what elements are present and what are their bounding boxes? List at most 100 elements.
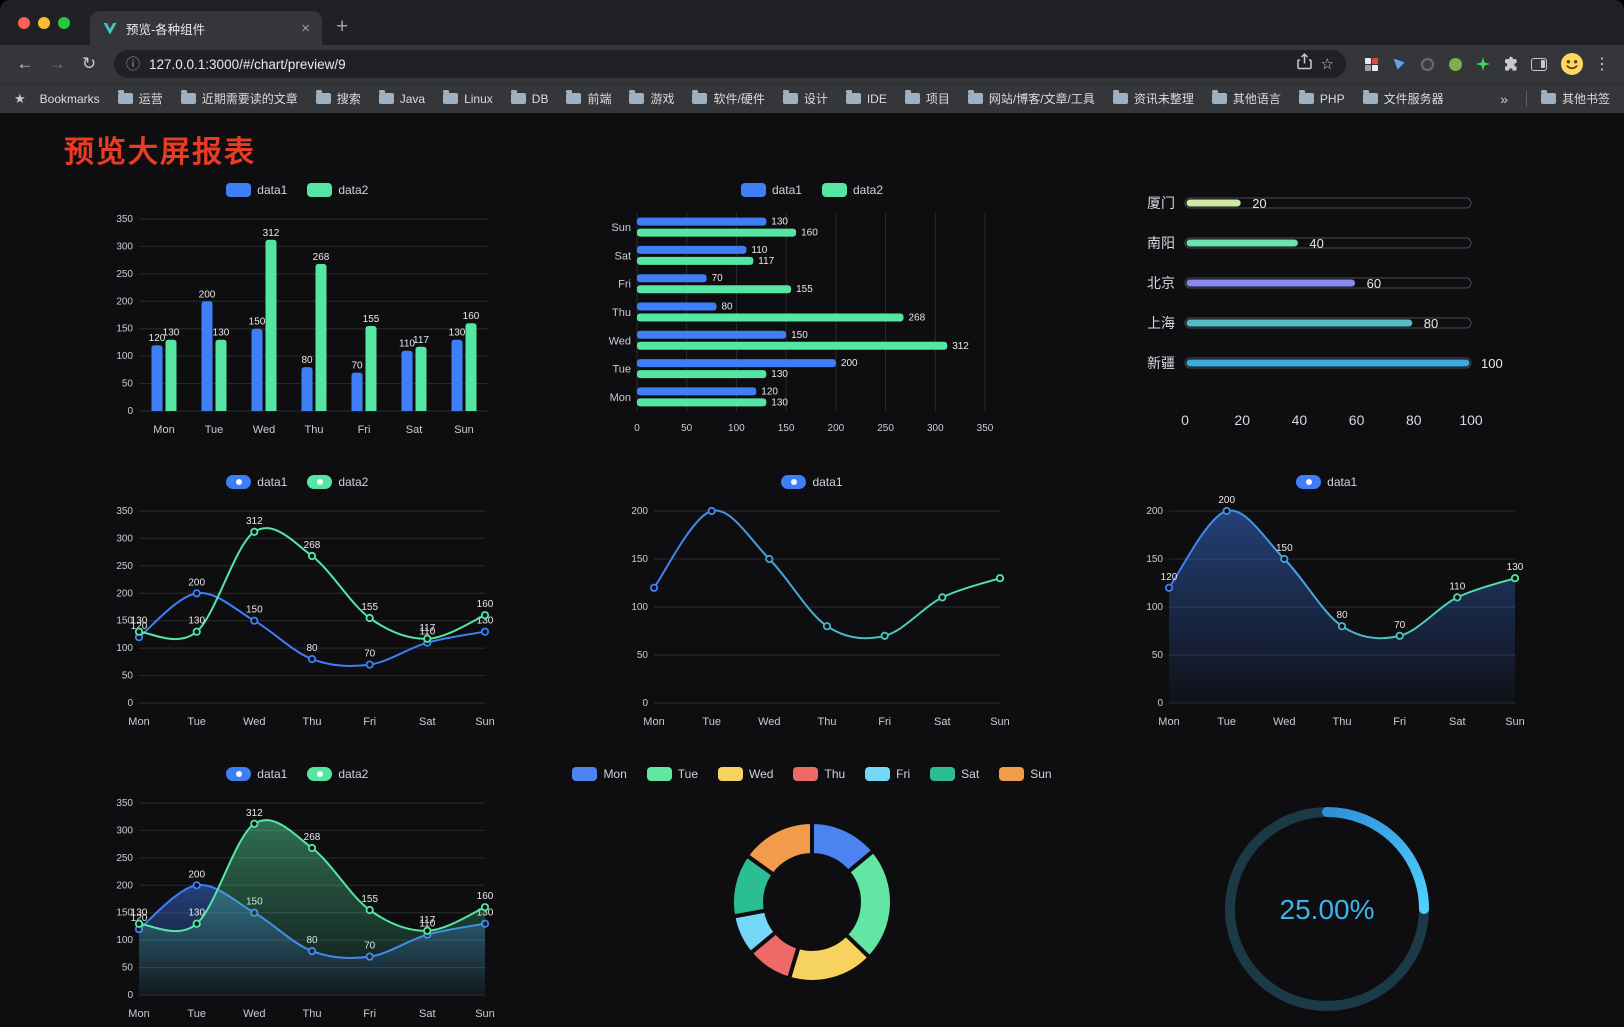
- bookmark-folder[interactable]: 前端: [566, 90, 611, 107]
- svg-text:200: 200: [117, 588, 134, 599]
- svg-text:Tue: Tue: [1217, 716, 1236, 728]
- bookmark-folder[interactable]: DB: [510, 90, 548, 106]
- svg-text:Mon: Mon: [129, 1008, 150, 1020]
- bookmark-folder[interactable]: 近期需要读的文章: [180, 90, 298, 107]
- legend-item[interactable]: Sat: [930, 767, 979, 781]
- legend-item[interactable]: Mon: [572, 767, 627, 781]
- legend-item[interactable]: data2: [821, 183, 883, 197]
- window-zoom-button[interactable]: [58, 16, 70, 29]
- svg-text:0: 0: [128, 990, 134, 1001]
- charts-grid: data1 data2 0 50 100 150 200 250 300 350 Mon 120 130…: [0, 177, 1624, 1027]
- bookmark-folder-label: PHP: [1319, 91, 1345, 106]
- svg-text:70: 70: [352, 361, 364, 372]
- chart-legend: data1: [1296, 473, 1357, 491]
- bookmark-folder[interactable]: 资讯未整理: [1112, 90, 1194, 107]
- svg-text:155: 155: [363, 314, 380, 325]
- svg-text:200: 200: [199, 289, 216, 300]
- extension-ring-icon[interactable]: [1418, 55, 1436, 73]
- svg-text:160: 160: [463, 311, 480, 322]
- extensions-puzzle-icon[interactable]: [1502, 55, 1520, 73]
- bookmark-folder[interactable]: Java: [378, 90, 426, 106]
- bookmark-star-icon[interactable]: ☆: [1320, 56, 1334, 73]
- profile-avatar[interactable]: [1560, 52, 1584, 76]
- bookmark-folder[interactable]: 运营: [117, 90, 163, 107]
- svg-text:Mon: Mon: [610, 392, 631, 404]
- bookmark-folder[interactable]: 设计: [782, 90, 828, 107]
- bookmarks-label[interactable]: Bookmarks: [39, 91, 100, 106]
- bookmark-folder[interactable]: 搜索: [315, 90, 361, 107]
- forward-button[interactable]: →: [48, 54, 66, 73]
- svg-text:300: 300: [117, 241, 134, 252]
- legend-item[interactable]: data2: [307, 767, 368, 781]
- bookmark-folder[interactable]: PHP: [1298, 90, 1345, 106]
- extension-kite-icon[interactable]: [1390, 55, 1408, 73]
- svg-text:70: 70: [364, 649, 376, 660]
- bookmark-folder[interactable]: 游戏: [629, 90, 674, 107]
- svg-text:312: 312: [263, 228, 280, 239]
- extension-grid-icon[interactable]: [1362, 55, 1380, 73]
- legend-item[interactable]: data2: [307, 475, 368, 489]
- bookmark-folder[interactable]: 项目: [904, 90, 950, 107]
- extension-star-icon[interactable]: [1474, 55, 1492, 73]
- bookmark-folder-label: 前端: [587, 92, 612, 106]
- address-bar[interactable]: ⓘ 127.0.0.1:3000/#/chart/preview/9 ☆: [114, 50, 1346, 78]
- reload-button[interactable]: ↻: [81, 54, 97, 73]
- legend-item[interactable]: data2: [307, 183, 368, 197]
- svg-text:25.00%: 25.00%: [1279, 894, 1374, 925]
- svg-text:Thu: Thu: [1332, 716, 1351, 728]
- bookmarks-overflow-chevron[interactable]: »: [1500, 90, 1508, 107]
- svg-text:Wed: Wed: [609, 335, 631, 347]
- bookmark-folder[interactable]: 软件/硬件: [692, 90, 765, 107]
- svg-text:150: 150: [778, 423, 795, 434]
- svg-text:350: 350: [117, 214, 134, 225]
- svg-text:Fri: Fri: [878, 716, 891, 728]
- legend-item[interactable]: Tue: [646, 767, 698, 781]
- share-icon[interactable]: [1296, 53, 1312, 75]
- folder-icon: [967, 90, 983, 104]
- bookmark-folder-label: Java: [399, 91, 426, 106]
- legend-item[interactable]: data1: [781, 475, 843, 489]
- legend-item[interactable]: data1: [226, 183, 287, 197]
- svg-text:100: 100: [728, 423, 745, 434]
- svg-text:Fri: Fri: [1393, 716, 1406, 728]
- chart-line-gradient: data1 0 50 100 150 200 Mon Tue Wed Thu Fri Sat Sun: [555, 473, 1070, 735]
- svg-text:117: 117: [420, 915, 436, 926]
- window-minimize-button[interactable]: [38, 16, 50, 29]
- bookmark-folder[interactable]: IDE: [845, 90, 887, 106]
- tab-close-icon[interactable]: ×: [301, 19, 310, 37]
- legend-item[interactable]: Sun: [999, 767, 1052, 781]
- svg-text:117: 117: [420, 623, 436, 634]
- svg-text:250: 250: [877, 423, 894, 434]
- bookmark-folder-label: 近期需要读的文章: [201, 92, 298, 106]
- legend-item[interactable]: Fri: [865, 767, 910, 781]
- svg-text:250: 250: [117, 853, 134, 864]
- site-info-icon[interactable]: ⓘ: [126, 56, 140, 72]
- folder-icon: [845, 90, 861, 104]
- svg-text:0: 0: [128, 698, 134, 709]
- bookmark-folder[interactable]: Linux: [443, 90, 493, 106]
- svg-text:120: 120: [761, 386, 778, 397]
- new-tab-button[interactable]: +: [336, 15, 349, 38]
- bookmarks-divider: [1525, 90, 1527, 107]
- legend-item[interactable]: data1: [226, 767, 287, 781]
- other-bookmarks-folder[interactable]: 其他书签: [1540, 90, 1610, 107]
- extension-green-dot-icon[interactable]: [1446, 55, 1464, 73]
- legend-item[interactable]: Wed: [718, 767, 773, 781]
- sidebar-toggle-icon[interactable]: [1530, 55, 1548, 73]
- legend-item[interactable]: data1: [226, 475, 287, 489]
- window-close-button[interactable]: [18, 16, 30, 29]
- bookmark-folder[interactable]: 网站/博客/文章/工具: [967, 90, 1095, 107]
- folder-icon: [180, 90, 196, 104]
- bookmarks-manager-icon[interactable]: ★: [14, 90, 26, 106]
- browser-menu-icon[interactable]: ⋮: [1594, 56, 1610, 73]
- legend-item[interactable]: data1: [1296, 475, 1357, 489]
- browser-tab[interactable]: 预览-各种组件 ×: [90, 11, 322, 45]
- legend-item[interactable]: data1: [740, 183, 802, 197]
- svg-text:80: 80: [1336, 610, 1348, 621]
- bookmark-folder[interactable]: 其他语言: [1211, 90, 1281, 107]
- svg-text:40: 40: [1291, 412, 1307, 428]
- svg-text:50: 50: [637, 650, 649, 661]
- bookmark-folder[interactable]: 文件服务器: [1362, 90, 1444, 107]
- legend-item[interactable]: Thu: [793, 767, 845, 781]
- back-button[interactable]: ←: [16, 54, 34, 73]
